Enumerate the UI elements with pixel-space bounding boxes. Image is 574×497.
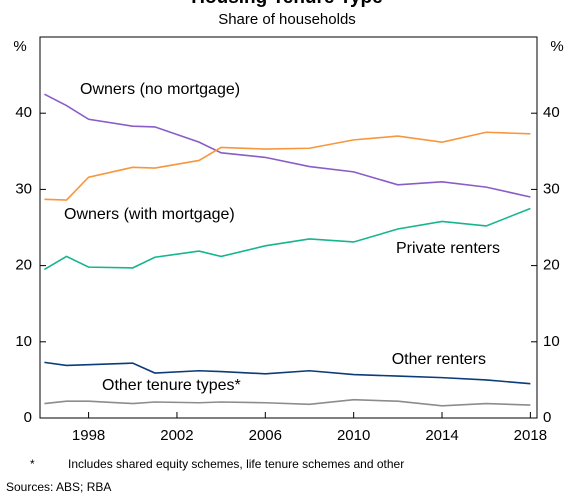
series-line — [44, 361, 531, 385]
y-tick-label: 30 — [15, 180, 32, 197]
plot-frame — [39, 36, 538, 419]
x-tick-label: 2006 — [249, 427, 282, 444]
y-tick-label: 20 — [15, 257, 32, 274]
x-tick-label: 1998 — [72, 427, 105, 444]
series-line — [44, 131, 531, 201]
series-label: Owners (no mortgage) — [80, 81, 240, 98]
series-label: Private renters — [396, 240, 500, 257]
y2-tick-label: 20 — [543, 257, 560, 274]
footnote-marker: * — [30, 457, 35, 471]
y2-tick-label: 10 — [543, 333, 560, 350]
chart-subtitle: Share of households — [218, 11, 356, 28]
series-label: Other renters — [392, 351, 486, 368]
y-tick-label: 0 — [24, 409, 32, 426]
y2-tick-label: 40 — [543, 104, 560, 121]
series-label: Owners (with mortgage) — [64, 206, 235, 223]
y-tick-label: 40 — [15, 104, 32, 121]
y-tick-label: 10 — [15, 333, 32, 350]
series-label: Other tenure types* — [102, 377, 241, 394]
y2-unit: % — [550, 38, 563, 55]
series-line — [44, 207, 531, 271]
chart-title: Housing Tenure Type — [191, 0, 382, 8]
y2-tick-label: 0 — [543, 409, 551, 426]
x-tick-label: 2018 — [514, 427, 547, 444]
y2-tick-label: 30 — [543, 180, 560, 197]
x-tick-label: 2010 — [337, 427, 370, 444]
sources: Sources: ABS; RBA — [6, 480, 111, 494]
footnote: Includes shared equity schemes, life ten… — [68, 457, 404, 471]
series-line — [44, 93, 531, 198]
series-line — [44, 398, 531, 407]
x-tick-label: 2014 — [425, 427, 458, 444]
x-tick-label: 2002 — [160, 427, 193, 444]
y-unit: % — [13, 38, 26, 55]
